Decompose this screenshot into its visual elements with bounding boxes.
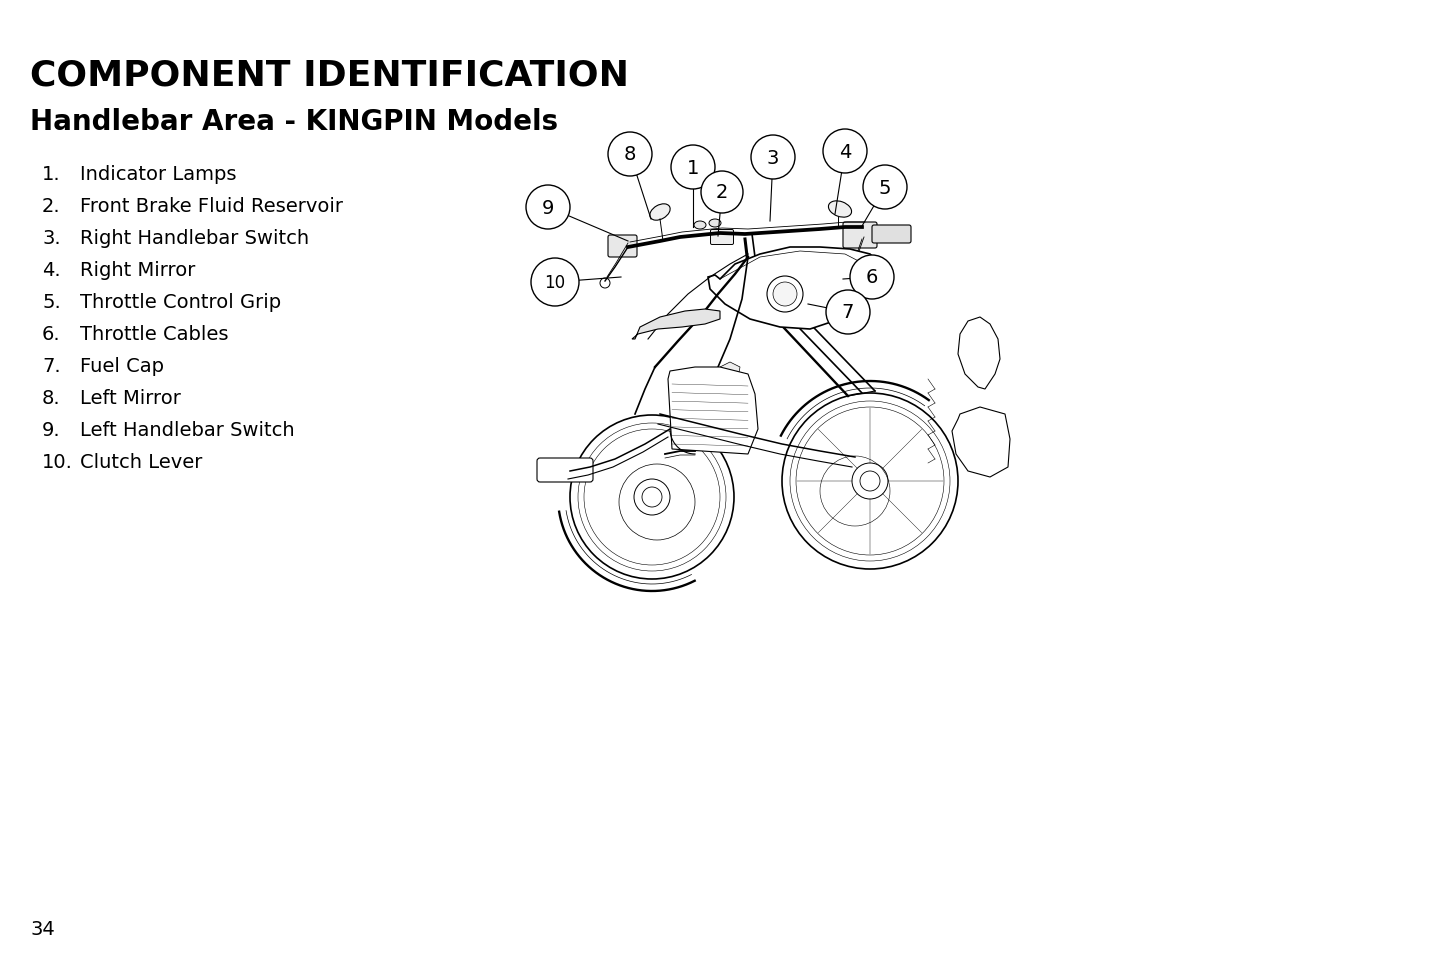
Text: 8: 8: [624, 146, 637, 164]
Text: 1: 1: [686, 158, 699, 177]
Text: Front Brake Fluid Reservoir: Front Brake Fluid Reservoir: [80, 196, 343, 215]
Text: Handlebar Area - KINGPIN Models: Handlebar Area - KINGPIN Models: [31, 108, 558, 136]
Circle shape: [851, 255, 894, 299]
Ellipse shape: [694, 222, 707, 230]
Polygon shape: [720, 363, 740, 390]
Polygon shape: [952, 408, 1011, 477]
Circle shape: [864, 166, 907, 210]
Ellipse shape: [710, 220, 721, 228]
Text: COMPONENT IDENTIFICATION: COMPONENT IDENTIFICATION: [31, 58, 630, 91]
Text: 10: 10: [544, 274, 566, 292]
Text: 7.: 7.: [42, 356, 61, 375]
Circle shape: [826, 291, 869, 335]
Circle shape: [768, 276, 803, 313]
Polygon shape: [667, 368, 758, 455]
Ellipse shape: [829, 202, 852, 218]
Text: Indicator Lamps: Indicator Lamps: [80, 165, 237, 184]
FancyBboxPatch shape: [537, 458, 593, 482]
Text: Left Mirror: Left Mirror: [80, 389, 180, 408]
Polygon shape: [958, 317, 1000, 390]
Circle shape: [608, 132, 651, 177]
Ellipse shape: [650, 205, 670, 221]
Text: 10.: 10.: [42, 453, 73, 472]
Text: 5.: 5.: [42, 293, 61, 312]
Polygon shape: [708, 248, 880, 330]
Text: 3: 3: [766, 149, 779, 168]
Text: 2.: 2.: [42, 196, 61, 215]
Ellipse shape: [984, 447, 999, 456]
Text: 2: 2: [715, 183, 728, 202]
FancyBboxPatch shape: [843, 223, 877, 249]
Polygon shape: [691, 370, 710, 399]
Circle shape: [774, 283, 797, 307]
Text: 3.: 3.: [42, 229, 61, 248]
Circle shape: [670, 146, 715, 190]
Text: Throttle Control Grip: Throttle Control Grip: [80, 293, 281, 312]
Text: Fuel Cap: Fuel Cap: [80, 356, 164, 375]
Circle shape: [634, 479, 670, 516]
Circle shape: [526, 186, 570, 230]
Text: 7: 7: [842, 303, 853, 322]
Circle shape: [852, 463, 888, 499]
Circle shape: [701, 172, 743, 213]
Text: 1.: 1.: [42, 165, 61, 184]
FancyBboxPatch shape: [872, 226, 912, 244]
Text: 8.: 8.: [42, 389, 61, 408]
Text: 4.: 4.: [42, 261, 61, 280]
Circle shape: [601, 278, 611, 289]
Text: Right Mirror: Right Mirror: [80, 261, 195, 280]
Text: Throttle Cables: Throttle Cables: [80, 325, 228, 344]
Text: 6: 6: [865, 268, 878, 287]
Text: 9: 9: [542, 198, 554, 217]
Text: 34: 34: [31, 919, 55, 938]
FancyBboxPatch shape: [608, 235, 637, 257]
Circle shape: [823, 130, 867, 173]
Circle shape: [643, 488, 662, 507]
Polygon shape: [632, 310, 720, 339]
Circle shape: [531, 258, 579, 307]
Text: 5: 5: [878, 178, 891, 197]
Text: 9.: 9.: [42, 420, 61, 439]
FancyBboxPatch shape: [711, 231, 733, 245]
Text: 4: 4: [839, 142, 851, 161]
Circle shape: [859, 472, 880, 492]
Text: 6.: 6.: [42, 325, 61, 344]
Text: Clutch Lever: Clutch Lever: [80, 453, 202, 472]
Circle shape: [752, 136, 795, 180]
Text: Right Handlebar Switch: Right Handlebar Switch: [80, 229, 310, 248]
Text: Left Handlebar Switch: Left Handlebar Switch: [80, 420, 295, 439]
